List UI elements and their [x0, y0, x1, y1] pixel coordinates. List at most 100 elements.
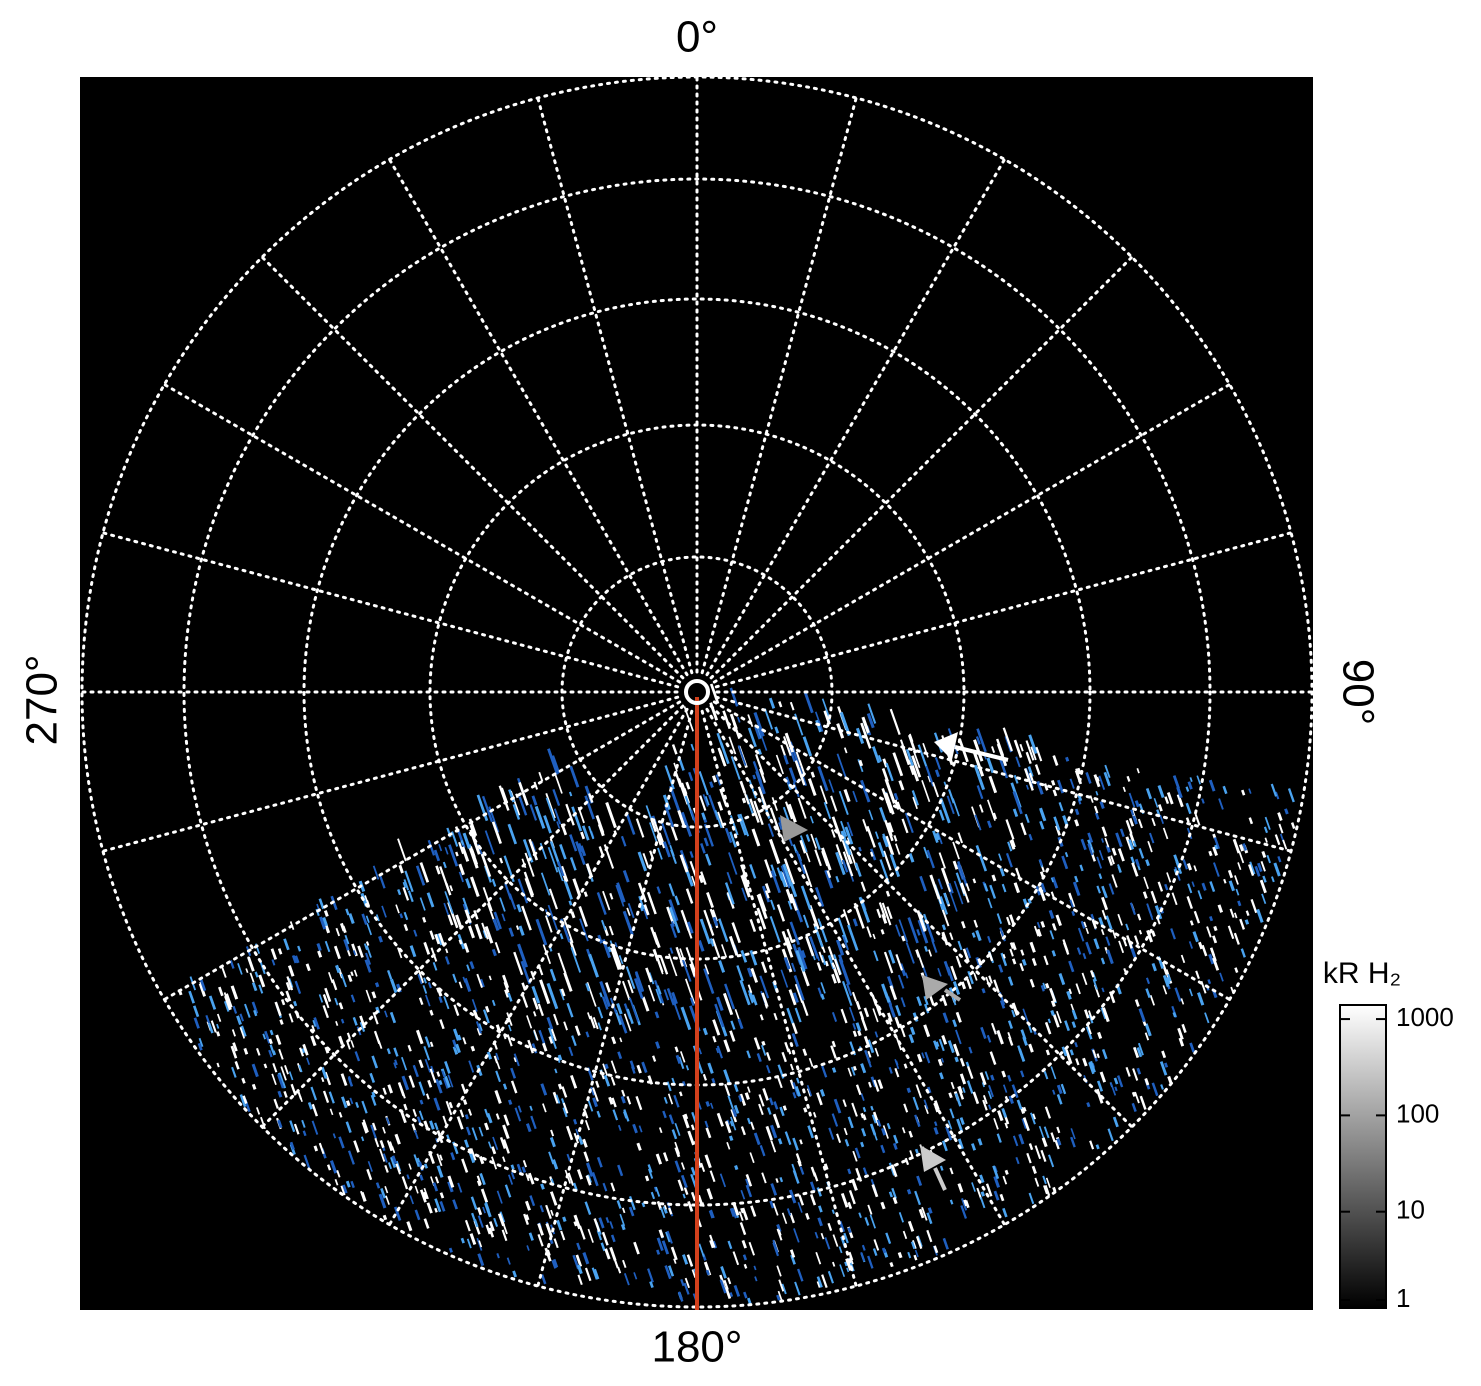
- emission-streak: [306, 1057, 311, 1066]
- emission-streak: [539, 979, 551, 1005]
- emission-streak: [1145, 787, 1153, 800]
- emission-streak: [948, 883, 954, 894]
- emission-streak: [549, 1136, 556, 1148]
- emission-streak: [941, 1140, 948, 1152]
- emission-streak: [728, 852, 738, 875]
- emission-streak: [443, 996, 450, 1010]
- emission-streak: [800, 950, 807, 959]
- emission-streak: [1004, 1122, 1009, 1129]
- emission-streak: [491, 878, 497, 887]
- emission-streak: [389, 1141, 394, 1151]
- emission-streak: [322, 917, 328, 927]
- emission-streak: [554, 1068, 558, 1074]
- emission-streak: [1096, 1080, 1104, 1092]
- emission-streak: [546, 1016, 554, 1030]
- emission-streak: [584, 1267, 592, 1282]
- emission-streak: [593, 1268, 600, 1280]
- emission-streak: [650, 926, 659, 945]
- emission-streak: [576, 1242, 581, 1251]
- emission-streak: [387, 1084, 394, 1094]
- emission-streak: [305, 963, 311, 972]
- emission-streak: [986, 799, 996, 821]
- emission-streak: [216, 1031, 221, 1037]
- emission-streak: [667, 1265, 675, 1277]
- emission-streak: [645, 967, 653, 983]
- emission-streak: [1018, 1133, 1025, 1145]
- emission-streak: [192, 1005, 200, 1018]
- emission-streak: [1110, 855, 1115, 865]
- emission-streak: [893, 792, 899, 801]
- emission-streak: [867, 1255, 874, 1269]
- emission-streak: [948, 789, 955, 804]
- emission-streak: [425, 1093, 430, 1100]
- emission-streak: [946, 966, 954, 982]
- emission-streak: [726, 871, 733, 885]
- emission-streak: [901, 818, 909, 834]
- emission-streak: [773, 1101, 779, 1110]
- emission-streak: [570, 911, 576, 919]
- emission-streak: [346, 1032, 352, 1040]
- emission-streak: [877, 1079, 884, 1090]
- emission-streak: [805, 935, 815, 957]
- emission-streak: [1282, 839, 1288, 850]
- emission-streak: [603, 1074, 611, 1087]
- emission-streak: [576, 1264, 583, 1275]
- emission-streak: [260, 1116, 266, 1130]
- emission-streak: [992, 1165, 1000, 1180]
- emission-streak: [669, 844, 675, 857]
- emission-streak: [1060, 1083, 1067, 1095]
- emission-streak: [746, 1086, 751, 1093]
- emission-streak: [644, 1175, 650, 1182]
- emission-streak: [582, 1252, 590, 1265]
- emission-streak: [279, 1019, 284, 1025]
- emission-streak: [749, 1152, 755, 1164]
- emission-streak: [1033, 925, 1040, 937]
- emission-streak: [921, 780, 931, 803]
- emission-streak: [1075, 1058, 1080, 1066]
- emission-streak: [468, 1060, 475, 1073]
- emission-streak: [860, 1093, 865, 1101]
- emission-streak: [950, 965, 958, 981]
- emission-streak: [403, 911, 409, 921]
- emission-streak: [1050, 1010, 1055, 1016]
- emission-streak: [247, 956, 253, 967]
- emission-streak: [888, 949, 896, 964]
- emission-streak: [451, 831, 459, 847]
- emission-streak: [622, 1259, 627, 1268]
- emission-streak: [419, 1189, 427, 1203]
- emission-streak: [831, 973, 837, 984]
- emission-streak: [963, 1199, 968, 1207]
- emission-streak: [658, 1127, 663, 1134]
- emission-streak: [1065, 756, 1070, 762]
- emission-streak: [1095, 776, 1100, 782]
- emission-streak: [485, 1201, 490, 1212]
- emission-streak: [746, 1117, 752, 1125]
- emission-streak: [504, 1184, 512, 1198]
- emission-streak: [719, 742, 730, 765]
- emission-streak: [1151, 930, 1156, 937]
- emission-streak: [862, 1114, 867, 1121]
- emission-streak: [307, 1101, 313, 1110]
- emission-streak: [371, 1122, 377, 1131]
- emission-streak: [831, 962, 836, 968]
- emission-streak: [386, 1140, 393, 1152]
- emission-streak: [516, 904, 522, 913]
- emission-streak: [524, 1214, 530, 1221]
- emission-streak: [1193, 865, 1198, 872]
- emission-streak: [290, 1083, 297, 1096]
- emission-streak: [870, 1105, 874, 1111]
- emission-streak: [1095, 1144, 1100, 1150]
- emission-streak: [1260, 860, 1266, 872]
- emission-streak: [1043, 1071, 1049, 1080]
- emission-streak: [1058, 973, 1066, 986]
- emission-streak: [413, 929, 418, 937]
- emission-streak: [538, 1029, 546, 1045]
- emission-streak: [1016, 1099, 1023, 1110]
- emission-streak: [999, 758, 1009, 779]
- emission-streak: [919, 875, 927, 892]
- emission-streak: [584, 1119, 591, 1131]
- emission-streak: [814, 711, 824, 732]
- emission-streak: [888, 1004, 896, 1018]
- emission-streak: [1242, 843, 1248, 851]
- emission-streak: [1154, 905, 1163, 920]
